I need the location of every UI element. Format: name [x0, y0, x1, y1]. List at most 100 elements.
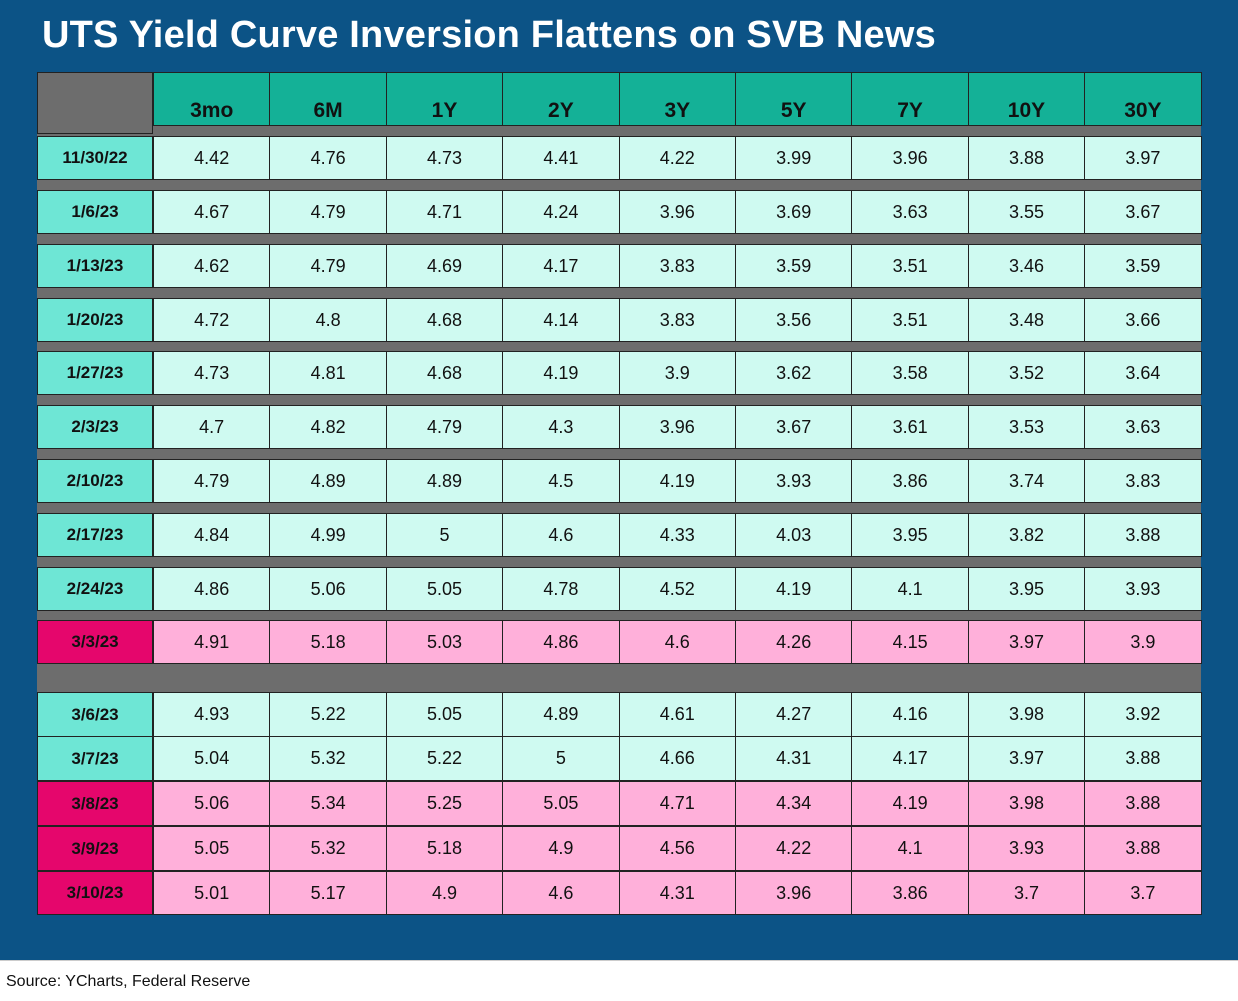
yield-value: 5	[502, 736, 620, 781]
yield-value: 3.51	[851, 244, 969, 288]
yield-value: 4.79	[385, 405, 504, 449]
yield-value: 5.18	[385, 826, 504, 871]
yield-value: 3.99	[735, 136, 853, 180]
yield-value: 4.6	[502, 871, 620, 915]
yield-value: 4.26	[735, 620, 853, 664]
row-date: 1/20/23	[37, 298, 153, 342]
yield-value: 5.05	[385, 567, 504, 611]
yield-value: 3.86	[851, 459, 969, 503]
yield-value: 4.78	[502, 567, 620, 611]
yield-value: 3.83	[618, 244, 736, 288]
chart-title: UTS Yield Curve Inversion Flattens on SV…	[42, 14, 936, 56]
column-header: 7Y	[851, 72, 969, 126]
yield-value: 4.81	[269, 351, 387, 395]
yield-value: 3.88	[1084, 736, 1202, 781]
yield-value: 3.66	[1084, 298, 1202, 342]
yield-value: 3.98	[967, 781, 1086, 826]
row-date: 1/27/23	[37, 351, 153, 395]
column-header: 10Y	[967, 72, 1086, 126]
yield-value: 3.53	[967, 405, 1086, 449]
yield-value: 3.48	[967, 298, 1086, 342]
yield-value: 5.04	[153, 736, 271, 781]
table-corner	[37, 72, 153, 134]
yield-value: 5.06	[153, 781, 271, 826]
yield-value: 3.74	[967, 459, 1086, 503]
source-note: Source: YCharts, Federal Reserve	[6, 973, 251, 990]
yield-value: 4.69	[385, 244, 504, 288]
column-header: 1Y	[385, 72, 504, 126]
row-date: 1/13/23	[37, 244, 153, 288]
yield-value: 3.83	[618, 298, 736, 342]
yield-value: 4.79	[153, 459, 271, 503]
yield-value: 4.89	[385, 459, 504, 503]
yield-value: 4.67	[153, 190, 271, 234]
row-date: 1/6/23	[37, 190, 153, 234]
yield-value: 4.27	[735, 692, 853, 737]
column-header: 3mo	[153, 72, 271, 126]
row-date: 3/8/23	[37, 781, 153, 826]
source-bar: Source: YCharts, Federal Reserve	[0, 960, 1238, 1001]
yield-value: 4.84	[153, 513, 271, 557]
yield-value: 3.82	[967, 513, 1086, 557]
yield-value: 4.52	[618, 567, 736, 611]
yield-value: 5.06	[269, 567, 387, 611]
yield-value: 5.01	[153, 871, 271, 915]
yield-value: 5.17	[269, 871, 387, 915]
yield-value: 3.88	[1084, 781, 1202, 826]
yield-value: 4.31	[735, 736, 853, 781]
yield-value: 5.25	[385, 781, 504, 826]
yield-value: 3.88	[1084, 826, 1202, 871]
yield-value: 5.22	[385, 736, 504, 781]
yield-value: 4.9	[502, 826, 620, 871]
yield-value: 3.9	[618, 351, 736, 395]
yield-value: 4.71	[385, 190, 504, 234]
yield-value: 4.24	[502, 190, 620, 234]
yield-value: 3.67	[735, 405, 853, 449]
yield-value: 3.7	[1084, 871, 1202, 915]
yield-value: 3.93	[735, 459, 853, 503]
yield-value: 3.67	[1084, 190, 1202, 234]
yield-value: 5.05	[153, 826, 271, 871]
yield-value: 4.86	[153, 567, 271, 611]
yield-value: 4.17	[502, 244, 620, 288]
yield-value: 4.68	[385, 351, 504, 395]
column-header: 2Y	[502, 72, 620, 126]
yield-value: 5.32	[269, 736, 387, 781]
chart-frame: UTS Yield Curve Inversion Flattens on SV…	[0, 0, 1238, 960]
yield-value: 4.62	[153, 244, 271, 288]
yield-value: 4.16	[851, 692, 969, 737]
yield-value: 3.97	[967, 736, 1086, 781]
yield-value: 3.9	[1084, 620, 1202, 664]
yield-value: 4.19	[618, 459, 736, 503]
yield-value: 4.71	[618, 781, 736, 826]
yield-value: 4.22	[735, 826, 853, 871]
yield-value: 5.34	[269, 781, 387, 826]
yield-value: 4.99	[269, 513, 387, 557]
yield-value: 4.15	[851, 620, 969, 664]
yield-value: 3.86	[851, 871, 969, 915]
yield-value: 3.46	[967, 244, 1086, 288]
row-date: 3/9/23	[37, 826, 153, 871]
row-date: 2/17/23	[37, 513, 153, 557]
yield-value: 3.83	[1084, 459, 1202, 503]
yield-value: 4.1	[851, 567, 969, 611]
yield-value: 3.96	[851, 136, 969, 180]
yield-value: 3.63	[851, 190, 969, 234]
column-header: 3Y	[618, 72, 736, 126]
yield-value: 3.58	[851, 351, 969, 395]
row-date: 2/3/23	[37, 405, 153, 449]
yield-value: 4.73	[385, 136, 504, 180]
yield-value: 3.51	[851, 298, 969, 342]
yield-value: 3.52	[967, 351, 1086, 395]
row-date: 11/30/22	[37, 136, 153, 180]
row-date: 3/10/23	[37, 871, 153, 915]
yield-value: 3.88	[1084, 513, 1202, 557]
yield-value: 4.91	[153, 620, 271, 664]
column-header: 6M	[269, 72, 387, 126]
yield-value: 4.3	[502, 405, 620, 449]
yield-value: 4.19	[502, 351, 620, 395]
column-header: 30Y	[1084, 72, 1202, 126]
yield-value: 4.68	[385, 298, 504, 342]
yield-value: 4.79	[269, 244, 387, 288]
yield-value: 4.86	[502, 620, 620, 664]
